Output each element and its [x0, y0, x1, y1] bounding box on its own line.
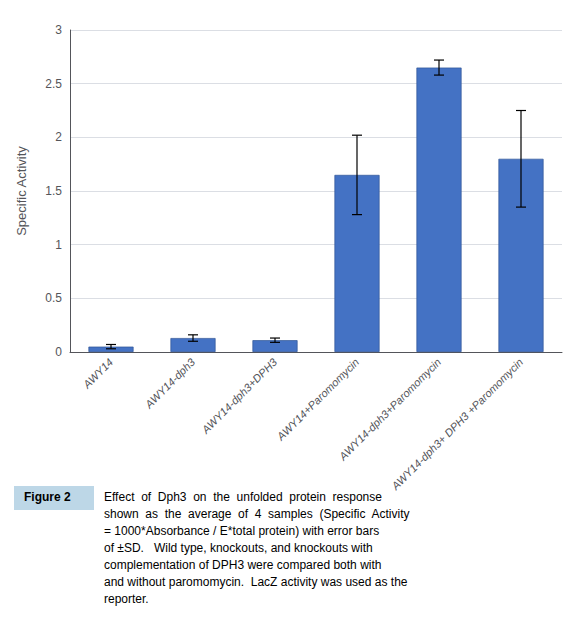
svg-text:3: 3: [55, 23, 62, 37]
svg-text:AWY14-dph3+DPH3: AWY14-dph3+DPH3: [199, 355, 280, 436]
svg-text:0.5: 0.5: [45, 291, 62, 305]
svg-text:2: 2: [55, 130, 62, 144]
svg-text:AWY14-dph3+ DPH3 +Paromomycin: AWY14-dph3+ DPH3 +Paromomycin: [388, 356, 525, 493]
svg-text:AWY14+Paromomycin: AWY14+Paromomycin: [274, 356, 361, 443]
svg-text:= 1000*Absorbance / E*total pr: = 1000*Absorbance / E*total protein) wit…: [104, 524, 379, 538]
svg-text:1.5: 1.5: [45, 184, 62, 198]
svg-text:0: 0: [55, 345, 62, 359]
svg-text:AWY14-dph3: AWY14-dph3: [142, 355, 198, 411]
svg-text:AWY14-dph3+Paromomycin: AWY14-dph3+Paromomycin: [336, 355, 444, 463]
svg-text:and without paromomycin. LacZ: and without paromomycin. LacZ activity w…: [104, 575, 408, 589]
svg-text:1: 1: [55, 238, 62, 252]
svg-text:reporter.: reporter.: [104, 592, 149, 606]
svg-text:of ±SD. Wild type, knockouts: of ±SD. Wild type, knockouts, and knocko…: [104, 541, 373, 555]
svg-text:Effect of Dph3 on the unf: Effect of Dph3 on the unfolded protein r…: [104, 490, 382, 504]
svg-text:complementation of DPH3 were c: complementation of DPH3 were compared bo…: [104, 558, 381, 572]
svg-text:Specific Activity: Specific Activity: [14, 146, 29, 236]
svg-text:2.5: 2.5: [45, 77, 62, 91]
svg-text:AWY14: AWY14: [80, 356, 115, 391]
svg-text:shown as the average of 4: shown as the average of 4 samples (Speci…: [104, 507, 409, 521]
svg-text:Figure 2: Figure 2: [24, 490, 71, 504]
